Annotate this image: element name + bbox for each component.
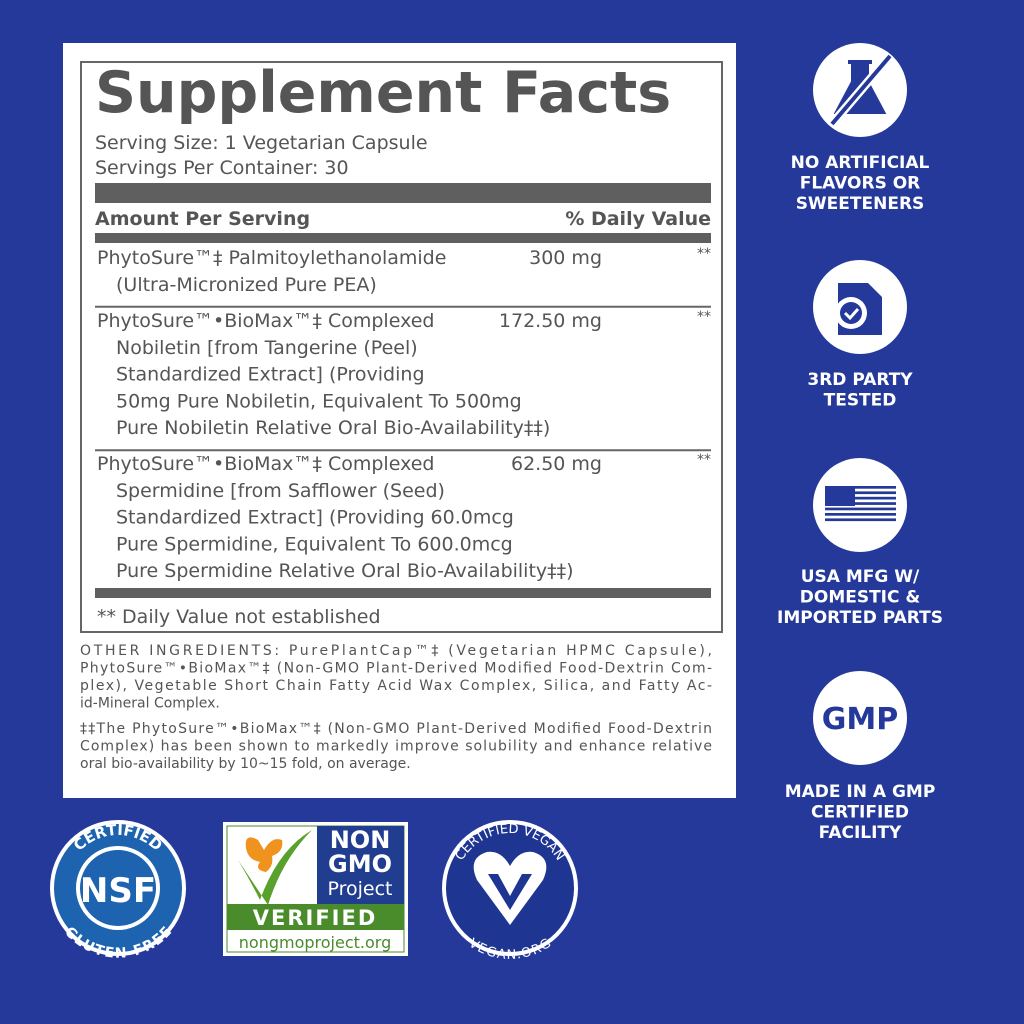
ingredient-line: Nobiletin [from Tangerine (Peel)	[116, 337, 418, 359]
ingredient-line: PhytoSure™‡ Palmitoylethanolamide	[97, 247, 446, 269]
medium-bar	[95, 233, 711, 243]
flag-stripe	[825, 513, 896, 516]
ingredient-line: PhytoSure™•BioMax™‡ Complexed	[97, 310, 434, 332]
other-ingredients-line: id-Mineral Complex.	[80, 696, 220, 712]
footnote: ** Daily Value not established	[97, 606, 381, 628]
biomax-note-line: ‡‡The PhytoSure™•BioMax™‡ (Non-GMO Plant…	[80, 721, 712, 737]
biomax-note-line: Complex) has been shown to markedly impr…	[80, 739, 712, 755]
flag-stripe	[825, 507, 896, 511]
other-ingredients-line: PhytoSure™•BioMax™‡ (Non-GMO Plant-Deriv…	[80, 661, 712, 677]
feature-label: DOMESTIC &	[800, 588, 921, 608]
panel-bg	[63, 43, 736, 798]
other-ingredients-line: OTHER INGREDIENTS: PurePlantCap™‡ (Veget…	[80, 643, 712, 659]
ingredient-dv: **	[697, 452, 711, 468]
ingredient-amount: 172.50 mg	[499, 310, 602, 332]
flag-stripe	[825, 496, 896, 500]
ingredient-line: Standardized Extract] (Providing	[116, 364, 425, 386]
non-gmo-badge: NON GMO Project VERIFIED nongmoproject.org	[223, 822, 408, 956]
ingredient-line: Pure Nobiletin Relative Oral Bio-Availab…	[116, 417, 550, 439]
ingredient-amount: 300 mg	[529, 247, 602, 269]
icon-gmp: GMP	[813, 671, 907, 765]
feature-label: SWEETENERS	[796, 194, 925, 214]
feature-label: CERTIFIED	[811, 803, 909, 823]
other-ingredients: OTHER INGREDIENTS: PurePlantCap™‡ (Veget…	[80, 643, 712, 712]
gmo-line: Project	[327, 878, 392, 900]
feature-label: 3RD PARTY	[807, 370, 913, 390]
gmo-line: NON	[330, 826, 391, 854]
ingredient-line: Standardized Extract] (Providing 60.0mcg	[116, 507, 514, 529]
flag-stripe	[825, 518, 896, 522]
ingredient-dv: **	[697, 309, 711, 325]
feature-label: IMPORTED PARTS	[777, 608, 943, 628]
feature-label: NO ARTIFICIAL	[791, 153, 930, 173]
ingredient-line: Pure Spermidine Relative Oral Bio-Availa…	[116, 560, 574, 582]
serving-size: Serving Size: 1 Vegetarian Capsule	[95, 132, 428, 154]
icon-tested	[813, 260, 907, 354]
thick-bar	[95, 183, 711, 203]
ingredient-rows: PhytoSure™‡ Palmitoylethanolamide (Ultra-…	[95, 246, 711, 582]
ingredient-amount: 62.50 mg	[511, 453, 602, 475]
vegan-badge: CERTIFIED VEGAN VEGAN.ORG	[442, 820, 578, 963]
ingredient-line: 50mg Pure Nobiletin, Equivalent To 500mg	[116, 390, 522, 412]
icon-flask	[813, 43, 907, 137]
feature-label: FLAVORS OR	[800, 174, 921, 194]
gmo-line: GMO	[328, 850, 392, 878]
amount-header: Amount Per Serving	[95, 208, 310, 230]
feature-label: TESTED	[824, 391, 897, 411]
medium-bar	[95, 588, 711, 598]
facts-border	[80, 61, 723, 633]
feature-label: USA MFG W/	[801, 567, 920, 587]
ingredient-dv: **	[697, 246, 711, 262]
gmo-lines: NON GMO Project	[327, 826, 392, 900]
ingredient-line: Pure Spermidine, Equivalent To 600.0mcg	[116, 533, 513, 555]
ingredient-line: (Ultra-Micronized Pure PEA)	[116, 274, 377, 296]
servings-per-container: Servings Per Container: 30	[95, 157, 349, 179]
feature-label: FACILITY	[819, 823, 902, 843]
gmp-text: GMP	[822, 702, 898, 737]
ingredient-line: PhytoSure™•BioMax™‡ Complexed	[97, 453, 434, 475]
biomax-note: ‡‡The PhytoSure™•BioMax™‡ (Non-GMO Plant…	[80, 721, 712, 772]
nsf-badge: CERTIFIED GLUTEN-FREE NSF	[50, 820, 186, 962]
dv-header: % Daily Value	[565, 208, 711, 230]
feature-label: MADE IN A GMP	[785, 782, 936, 802]
nsf-center: NSF	[80, 871, 156, 911]
biomax-note-line: oral bio-availability by 10~15 fold, on …	[80, 756, 411, 772]
gmo-verified: VERIFIED	[253, 906, 378, 930]
flag-stripe	[825, 491, 896, 495]
gmo-url: nongmoproject.org	[239, 933, 391, 952]
icon-flag	[813, 458, 907, 552]
flag-stripe	[825, 502, 896, 505]
facts-title: Supplement Facts	[95, 60, 671, 126]
ingredient-line: Spermidine [from Safflower (Seed)	[116, 480, 445, 502]
flag-stripe	[825, 486, 896, 489]
